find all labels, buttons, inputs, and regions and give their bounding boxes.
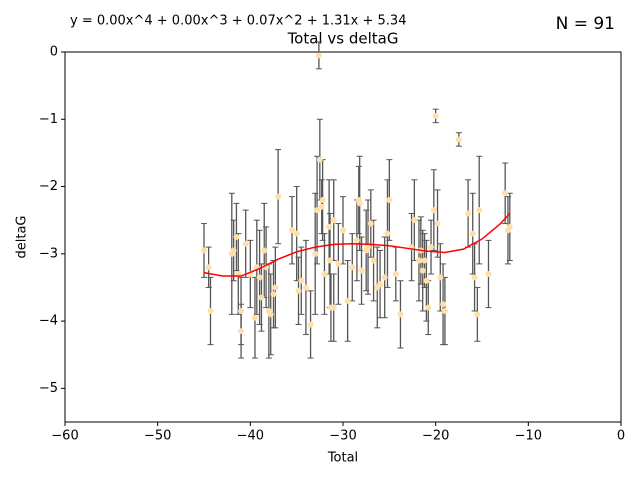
data-point [358,267,365,274]
data-point [386,197,393,203]
data-point [506,223,513,230]
data-point [485,271,492,277]
data-point [251,314,258,321]
x-tick-label: −10 [515,429,542,444]
data-point [370,257,377,264]
data-point [207,308,214,314]
data-point [330,217,337,224]
data-point [440,301,447,308]
x-tick-label: −30 [329,429,356,444]
data-point [330,304,337,311]
y-tick-label: −5 [39,381,58,396]
data-point [307,321,314,328]
data-point [428,244,435,251]
data-point [201,247,207,254]
data-point [242,240,249,247]
data-point [319,197,326,203]
sample-count: N = 91 [556,14,615,34]
data-point [289,227,296,234]
data-point [230,247,237,254]
fit-equation: y = 0.00x^4 + 0.00x^3 + 0.07x^2 + 1.31x … [70,14,406,29]
data-point [275,193,282,200]
chart-title: Total vs deltaG [287,30,399,48]
x-tick-label: −50 [144,429,171,444]
data-point [238,308,245,314]
data-point [437,274,444,281]
data-point [261,247,268,254]
data-point [344,297,351,304]
y-axis-label: deltaG [15,216,30,259]
data-point [471,274,478,281]
fit-curve [203,212,511,277]
data-point [421,257,428,264]
data-point [465,210,472,217]
y-tick-label: −1 [39,112,58,127]
data-point [474,311,481,318]
data-point [419,267,426,274]
data-point [318,203,325,210]
data-point [356,200,363,207]
x-tick-label: 0 [617,429,625,444]
data-point [392,271,399,277]
data-point [349,264,356,271]
y-tick-label: −4 [39,314,58,329]
y-tick-label: 0 [50,45,58,60]
data-point [302,284,309,291]
data-point [423,277,430,284]
data-point [315,52,322,59]
data-point [367,220,374,227]
data-point [397,311,404,318]
x-axis-label: Total [327,451,358,466]
y-tick-label: −2 [39,179,58,194]
data-point [258,294,265,301]
data-point [298,277,305,284]
data-point [441,308,448,314]
data-point [430,207,437,214]
x-tick-label: −40 [237,429,264,444]
y-tick-label: −3 [39,246,58,261]
data-point [381,274,388,281]
data-point [502,190,509,197]
data-point [270,291,277,298]
data-point [238,328,245,335]
data-point [415,257,422,264]
data-point [469,230,476,237]
data-point [353,237,360,244]
data-point [365,244,372,251]
data-point [384,230,391,237]
data-point [326,223,333,230]
data-point [205,264,212,271]
data-point [377,281,384,288]
data-point [476,207,483,214]
data-point [321,271,328,277]
data-point [434,220,441,227]
x-tick-label: −60 [51,429,78,444]
data-point [316,156,323,163]
data-point [411,217,418,224]
data-point [256,274,263,281]
data-point [233,234,240,240]
data-point [314,207,321,214]
data-point [272,284,279,291]
x-tick-label: −20 [422,429,449,444]
data-point [335,260,342,267]
data-point [455,136,462,143]
data-point [327,257,334,264]
data-point [267,311,274,318]
data-point [425,304,432,311]
data-point [312,250,319,257]
data-point [293,230,300,237]
data-point [295,287,302,294]
data-point [340,227,346,234]
data-point [432,112,439,119]
